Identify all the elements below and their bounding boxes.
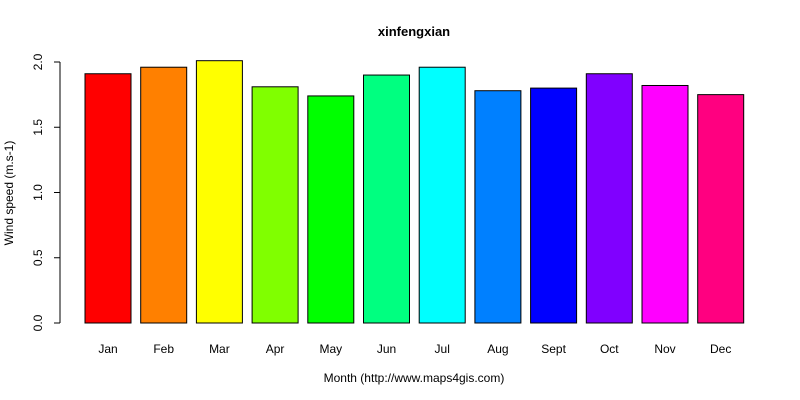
chart-title: xinfengxian [378,24,450,39]
x-tick-labels: Jan Feb Mar Apr May Jun Jul Aug Sept Oct Nov Dec [98,342,731,356]
bar-jul [418,66,466,324]
x-tick-label: Oct [600,342,619,356]
bar-feb [140,66,188,324]
y-tick-label: 0.0 [31,314,45,331]
bar-oct [585,73,633,324]
x-tick-label: Apr [266,342,285,356]
bar-sept [530,87,578,324]
x-tick-label: Sept [541,342,566,356]
y-tick-label: 1.0 [31,184,45,201]
x-tick-label: Jun [377,342,396,356]
x-tick-label: May [319,342,342,356]
x-tick-label: Aug [487,342,508,356]
bar-nov [641,84,689,324]
y-tick-label: 2.0 [31,53,45,70]
x-tick-label: Feb [153,342,174,356]
x-tick-label: Mar [209,342,230,356]
x-axis-label: Month (http://www.maps4gis.com) [324,371,505,385]
bar-apr [251,86,299,324]
y-axis: 0.0 0.5 1.0 1.5 2.0 [31,53,61,331]
bars [84,60,745,324]
y-tick-label: 1.5 [31,119,45,136]
x-tick-label: Jan [98,342,117,356]
bar-jan [84,73,132,324]
y-axis-label: Wind speed (m.s-1) [2,141,16,246]
x-tick-label: Nov [654,342,675,356]
y-tick-label: 0.5 [31,249,45,266]
x-tick-label: Dec [710,342,731,356]
bar-aug [474,90,522,324]
bar-mar [195,60,243,324]
bar-may [307,95,355,324]
bar-dec [697,94,745,324]
bar-jun [363,74,410,324]
x-tick-label: Jul [435,342,450,356]
